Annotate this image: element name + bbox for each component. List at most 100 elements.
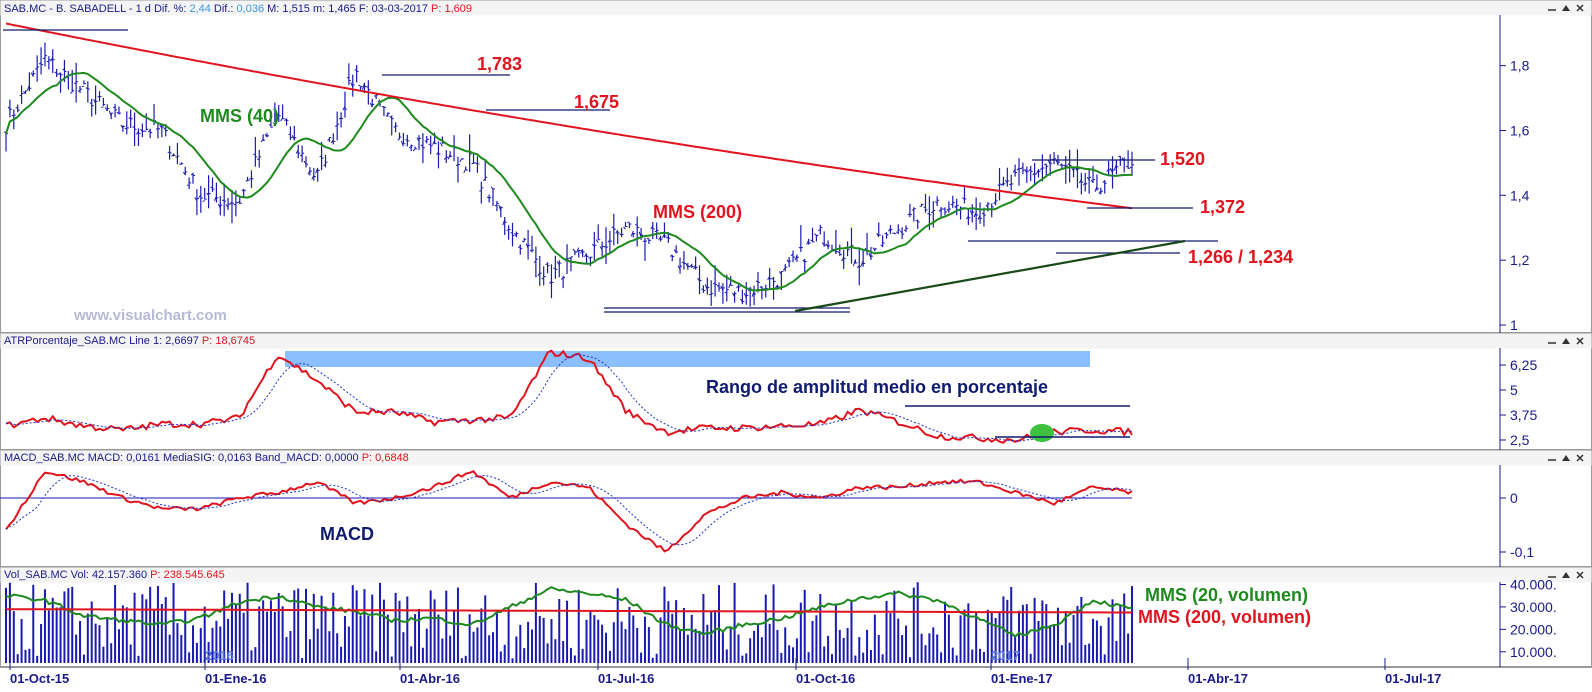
price-bar-open xyxy=(97,95,100,98)
price-bar-open xyxy=(965,215,969,220)
price-bar-open xyxy=(852,259,856,267)
price-bar-open xyxy=(7,106,11,110)
maximize-icon xyxy=(1562,455,1570,461)
price-bar-open xyxy=(361,83,365,90)
price-bar-open xyxy=(443,157,447,160)
price-bar-open xyxy=(514,233,517,237)
price-bar-open xyxy=(576,247,580,253)
price-bar-open xyxy=(767,275,771,281)
price-bar-open xyxy=(408,146,412,149)
price-bar-open xyxy=(1078,179,1082,184)
price-bar-open xyxy=(190,173,194,176)
price-bar-open xyxy=(303,160,307,165)
volume-mms200-line xyxy=(6,608,1132,614)
price-bar-open xyxy=(736,285,739,289)
price-bar-open xyxy=(743,292,747,298)
price-bar-open xyxy=(689,264,693,268)
price-bar-open xyxy=(790,253,794,257)
price-bar-open xyxy=(841,256,845,262)
price-bar-open xyxy=(1001,182,1004,186)
price-bar-open xyxy=(182,171,186,175)
year-marker: 2017 xyxy=(991,648,1020,663)
price-bar-open xyxy=(923,206,926,208)
price-bar-open xyxy=(30,72,34,77)
price-bar-open xyxy=(77,89,81,92)
price-bar-open xyxy=(116,111,120,115)
price-bar-open xyxy=(295,149,299,154)
price-bar-open xyxy=(424,140,427,143)
price-bar-open xyxy=(249,177,252,180)
level-label: 1,520 xyxy=(1160,149,1205,169)
price-bar-open xyxy=(213,196,217,201)
price-bar-open xyxy=(728,282,732,288)
price-bar-open xyxy=(186,184,190,186)
price-bar-open xyxy=(1032,172,1035,176)
price-bar-open xyxy=(1016,167,1020,171)
close-icon xyxy=(1576,454,1584,462)
price-bar-open xyxy=(276,113,280,116)
price-bar-open xyxy=(338,117,342,120)
price-panel xyxy=(3,22,1134,307)
price-bar-open xyxy=(217,203,221,209)
price-bar-open xyxy=(915,219,918,222)
price-bar-open xyxy=(568,257,572,260)
price-bar-open xyxy=(591,243,595,247)
price-bar-open xyxy=(868,252,872,259)
price-bar-open xyxy=(716,284,720,288)
atr-tick-label: 5 xyxy=(1510,382,1518,398)
trend-line xyxy=(794,239,1186,313)
price-bar-open xyxy=(1090,179,1094,183)
price-bar-open xyxy=(1012,169,1016,173)
panel-titlebar xyxy=(0,0,1592,16)
price-bar-open xyxy=(330,139,334,144)
price-bar-open xyxy=(412,148,416,152)
price-bar-open xyxy=(821,242,825,246)
price-bar-open xyxy=(506,228,509,231)
price-bar-open xyxy=(1110,167,1113,174)
close-icon xyxy=(1576,337,1584,345)
price-bar-open xyxy=(993,201,997,205)
price-bar-open xyxy=(416,137,420,142)
price-bar-open xyxy=(977,215,981,220)
price-bar-open xyxy=(124,127,128,130)
price-bar-open xyxy=(327,139,330,141)
macd-tick-label: 0 xyxy=(1510,490,1518,506)
price-bar-open xyxy=(946,208,950,212)
price-bar-open xyxy=(405,139,408,141)
price-bar-open xyxy=(888,228,891,232)
price-bar-open xyxy=(603,246,607,248)
price-bar-open xyxy=(132,125,135,128)
level-label: 1,783 xyxy=(477,54,522,74)
price-bar-open xyxy=(1059,163,1063,167)
price-bar-open xyxy=(537,272,541,276)
price-bar-open xyxy=(268,123,272,126)
price-bar-open xyxy=(677,265,681,270)
date-tick-label: 01-Ene-16 xyxy=(205,671,266,686)
price-bar-open xyxy=(615,229,619,234)
price-bar-open xyxy=(439,142,443,147)
price-bar-open xyxy=(786,259,790,264)
price-bar-open xyxy=(475,162,478,165)
price-bar-open xyxy=(1113,164,1117,171)
volume-mms200-label: MMS (200, volumen) xyxy=(1138,607,1311,627)
price-bar-open xyxy=(856,265,860,269)
date-strip xyxy=(0,667,1592,692)
price-bar-open xyxy=(771,278,774,280)
macd-panel xyxy=(0,470,1133,553)
price-bar-open xyxy=(74,82,77,85)
price-bar-open xyxy=(794,255,798,261)
price-bar-open xyxy=(666,236,669,239)
price-bar-open xyxy=(607,239,611,243)
price-bar-open xyxy=(502,219,506,226)
price-bar-open xyxy=(584,252,587,258)
price-bar-open xyxy=(225,204,229,208)
price-bar-open xyxy=(650,225,654,230)
price-bar-open xyxy=(54,71,57,74)
price-bar-open xyxy=(494,204,498,207)
price-bar-open xyxy=(432,140,436,145)
date-tick-label: 01-Jul-16 xyxy=(598,671,654,686)
price-bar-open xyxy=(545,263,548,266)
price-bar-open xyxy=(775,285,778,289)
price-bar-open xyxy=(253,153,256,156)
